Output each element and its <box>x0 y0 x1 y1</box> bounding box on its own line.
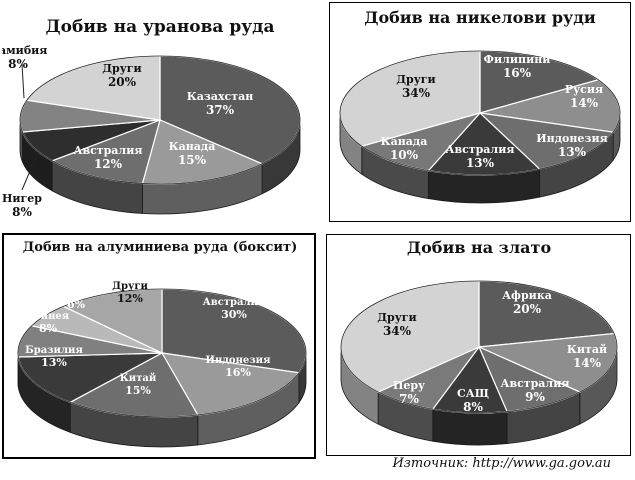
uranium-label-value-1: 15% <box>178 153 207 167</box>
bauxite-label-name-2: Китай <box>120 373 157 384</box>
bauxite-chart-panel: Добив на алуминиева руда (боксит) Австрал… <box>2 233 316 459</box>
nickel-label-name-4: Канада <box>381 135 428 148</box>
uranium-pie-sides <box>19 119 301 215</box>
bauxite-label-name-1: Индонезия <box>206 355 272 366</box>
bauxite-label-value-6: 12% <box>117 292 143 305</box>
gold-chart-panel: Добив на злато Африка 20% Китай 14% Австралия… <box>326 234 631 456</box>
gold-label-name-1: Китай <box>567 343 607 356</box>
gold-label-name-5: Други <box>377 311 416 324</box>
gold-label-name-0: Африка <box>502 289 552 302</box>
bauxite-label-value-2: 15% <box>125 384 151 397</box>
uranium-label-value-2: 12% <box>94 157 123 171</box>
nickel-title: Добив на никелови руди <box>364 8 596 27</box>
uranium-chart-panel: Добив на уранова руда Казахстан 37% Канада 1… <box>2 2 314 224</box>
uranium-label-name-2: Австралия <box>74 144 143 157</box>
uranium-label-name-5: Други <box>102 62 141 75</box>
uranium-label-name-0: Казахстан <box>187 90 254 103</box>
bauxite-label-name-3: Бразилия <box>25 345 83 356</box>
bauxite-pie-svg: Добив на алуминиева руда (боксит) Австрал… <box>17 240 307 448</box>
gold-label-name-4: Перу <box>393 379 425 392</box>
bauxite-label-name-5: Индия <box>57 287 96 298</box>
nickel-label-name-5: Други <box>396 73 435 86</box>
bauxite-label-value-1: 16% <box>225 366 251 379</box>
uranium-label-4: Намибия8% <box>2 44 47 71</box>
bauxite-label-value-0: 30% <box>221 308 247 321</box>
gold-label-value-3: 8% <box>463 400 483 414</box>
bauxite-label-name-4: Гвинея <box>27 311 70 322</box>
uranium-title: Добив на уранова руда <box>46 17 275 37</box>
gold-label-value-0: 20% <box>513 302 542 316</box>
bauxite-title: Добив на алуминиева руда (боксит) <box>23 240 298 255</box>
bauxite-label-name-6: Други <box>112 281 148 292</box>
gold-label-value-4: 7% <box>399 392 419 406</box>
uranium-leader-3 <box>21 151 39 191</box>
uranium-label-value-5: 20% <box>108 75 137 89</box>
nickel-label-value-5: 34% <box>402 86 431 100</box>
gold-label-value-5: 34% <box>383 324 412 338</box>
uranium-pie-outline <box>19 55 301 185</box>
nickel-label-name-0: Филипини <box>484 53 551 66</box>
bauxite-pie-sides <box>17 352 307 448</box>
gold-label-name-3: САЩ <box>457 387 489 400</box>
gold-pie-outline <box>340 280 618 414</box>
nickel-chart-panel: Добив на никелови руди Филипини 16% Русия 14… <box>329 2 631 222</box>
bauxite-label-value-4: 8% <box>39 322 58 335</box>
uranium-pie-svg: Добив на уранова рудаКазахстан37%Канада1… <box>2 17 301 219</box>
bauxite-pie-outline <box>17 288 307 418</box>
nickel-label-value-1: 14% <box>570 96 599 110</box>
nickel-label-value-2: 13% <box>558 145 587 159</box>
gold-side-3 <box>432 408 508 446</box>
uranium-label-value-3: 8% <box>12 205 32 219</box>
bauxite-label-value-5: 6% <box>67 298 86 311</box>
uranium-label-value-4: 8% <box>8 57 28 71</box>
nickel-pie-outline <box>339 50 621 176</box>
uranium-label-value-0: 37% <box>206 103 235 117</box>
gold-pie-svg: Добив на златоАфрика20%Китай14%Австралия… <box>340 238 618 446</box>
nickel-label-value-4: 10% <box>390 148 419 162</box>
uranium-label-name-3: Нигер <box>2 192 42 205</box>
bauxite-label-name-0: Австралия <box>203 297 266 308</box>
source-note: Източник: http://www.ga.gov.au <box>392 456 611 471</box>
gold-label-name-2: Австралия <box>501 377 570 390</box>
uranium-label-name-1: Канада <box>169 140 216 153</box>
uranium-label-name-4: Намибия <box>2 44 47 57</box>
bauxite-label-value-3: 13% <box>41 356 67 369</box>
gold-title: Добив на злато <box>407 238 552 257</box>
nickel-label-value-3: 13% <box>466 156 495 170</box>
nickel-label-name-3: Австралия <box>446 143 515 156</box>
nickel-pie-sides <box>339 112 621 204</box>
gold-label-value-2: 9% <box>525 390 545 404</box>
gold-label-value-1: 14% <box>573 356 602 370</box>
uranium-leader-4 <box>21 63 25 99</box>
nickel-label-value-0: 16% <box>503 66 532 80</box>
gold-pie-sides <box>340 346 618 446</box>
nickel-label-name-1: Русия <box>565 83 603 96</box>
nickel-label-name-2: Индонезия <box>536 132 607 145</box>
